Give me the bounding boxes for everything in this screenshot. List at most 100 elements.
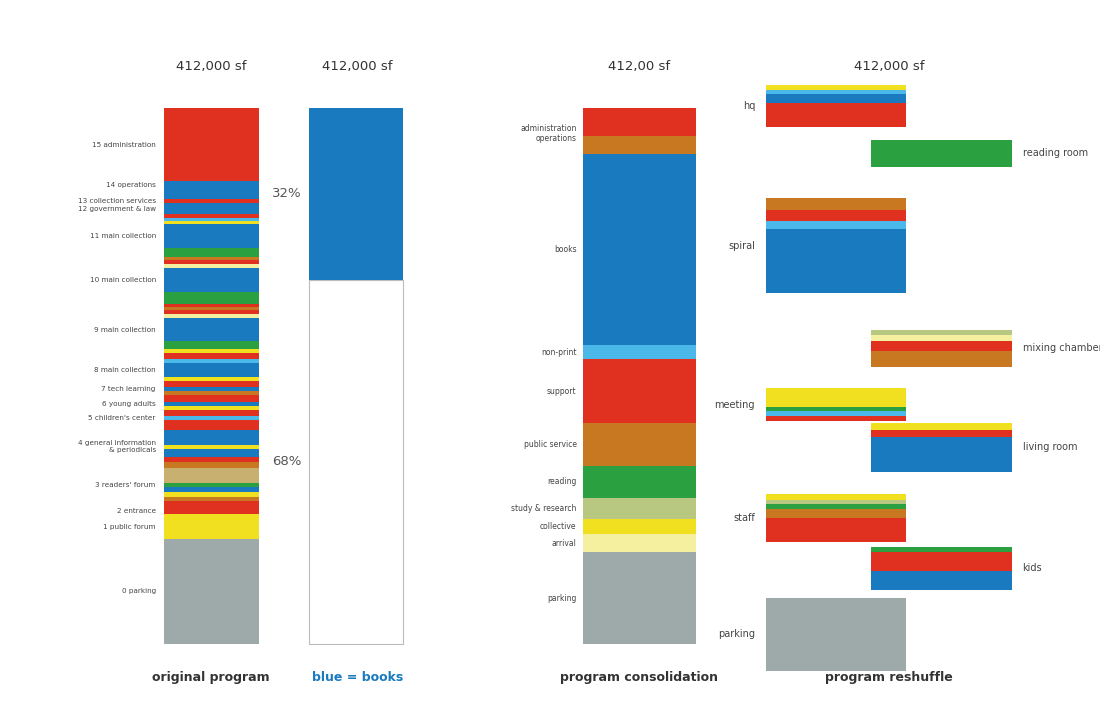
Bar [583, 423, 695, 465]
Text: meeting: meeting [715, 399, 755, 410]
Bar [164, 502, 258, 508]
Bar [164, 514, 258, 539]
Bar [766, 407, 906, 411]
Text: 3 readers' forum: 3 readers' forum [96, 482, 156, 488]
Text: 412,00 sf: 412,00 sf [608, 60, 670, 73]
Bar [164, 318, 258, 341]
Bar [583, 465, 695, 497]
Text: parking: parking [547, 594, 576, 602]
Text: 0 parking: 0 parking [121, 589, 156, 594]
Bar [164, 468, 258, 483]
Bar [766, 389, 906, 407]
Text: 7 tech learning: 7 tech learning [101, 386, 156, 392]
Bar [871, 571, 1012, 590]
Bar [583, 108, 695, 136]
Text: program reshuffle: program reshuffle [825, 671, 953, 684]
Text: books: books [554, 245, 576, 254]
Bar [766, 505, 906, 509]
Bar [164, 314, 258, 318]
Bar [871, 436, 1012, 472]
Text: blue = books: blue = books [312, 671, 403, 684]
Bar [871, 341, 1012, 351]
Text: 12 government & law: 12 government & law [78, 206, 156, 212]
Text: 1 public forum: 1 public forum [103, 523, 156, 529]
Bar [583, 345, 695, 360]
Bar [164, 395, 258, 402]
Text: original program: original program [153, 671, 270, 684]
Bar [583, 154, 695, 345]
Bar [871, 140, 1012, 167]
Bar [164, 444, 258, 449]
Bar [164, 264, 258, 268]
Bar [164, 218, 258, 221]
Bar [164, 304, 258, 307]
Text: 9 main collection: 9 main collection [95, 326, 156, 333]
Bar [164, 391, 258, 395]
Text: staff: staff [734, 513, 755, 523]
Bar [164, 249, 258, 257]
Bar [164, 268, 258, 292]
Bar [766, 229, 906, 293]
Text: 412,000 sf: 412,000 sf [854, 60, 924, 73]
Bar [766, 86, 906, 90]
Bar [164, 381, 258, 387]
Text: 8 main collection: 8 main collection [95, 367, 156, 373]
Text: 412,000 sf: 412,000 sf [322, 60, 393, 73]
Bar [164, 203, 258, 215]
Bar [766, 103, 906, 128]
Text: 11 main collection: 11 main collection [89, 233, 156, 239]
Bar [164, 483, 258, 486]
Text: 68%: 68% [273, 455, 301, 468]
Text: 2 entrance: 2 entrance [117, 508, 156, 514]
Bar [766, 90, 906, 94]
Bar [583, 519, 695, 534]
Text: support: support [547, 387, 576, 396]
Text: 15 administration: 15 administration [92, 141, 156, 148]
Bar [164, 310, 258, 314]
Text: administration
operations: administration operations [520, 125, 576, 143]
Bar [583, 136, 695, 154]
Bar [164, 181, 258, 189]
Bar [164, 307, 258, 310]
Bar [871, 335, 1012, 341]
Bar [164, 387, 258, 391]
Text: reading room: reading room [1023, 149, 1088, 159]
Bar [164, 449, 258, 457]
Text: collective: collective [540, 522, 576, 531]
Text: 6 young adults: 6 young adults [102, 401, 156, 407]
Bar [164, 430, 258, 444]
Text: living room: living room [1023, 442, 1077, 452]
Bar [766, 597, 906, 671]
Bar [583, 534, 695, 552]
Bar [164, 457, 258, 462]
Text: non-print: non-print [541, 348, 576, 357]
Bar [164, 341, 258, 349]
Bar [164, 462, 258, 468]
Text: mixing chamber: mixing chamber [1023, 343, 1100, 353]
Bar [164, 221, 258, 224]
Bar [766, 509, 906, 518]
Text: reading: reading [547, 477, 576, 486]
Text: spiral: spiral [728, 241, 755, 251]
Bar [164, 539, 258, 644]
Bar [164, 292, 258, 304]
Text: 13 collection services: 13 collection services [78, 198, 156, 204]
Bar [164, 406, 258, 410]
Bar [164, 486, 258, 492]
Bar [309, 280, 404, 644]
Text: 32%: 32% [272, 188, 301, 200]
Bar [766, 518, 906, 542]
Bar [871, 547, 1012, 552]
Bar [164, 349, 258, 353]
Text: public service: public service [524, 440, 576, 449]
Bar [164, 215, 258, 218]
Bar [164, 260, 258, 264]
Text: arrival: arrival [551, 539, 576, 547]
Text: 5 children's center: 5 children's center [88, 415, 156, 421]
Text: program consolidation: program consolidation [560, 671, 718, 684]
Text: 10 main collection: 10 main collection [89, 277, 156, 283]
Bar [164, 377, 258, 381]
Bar [164, 353, 258, 359]
Bar [871, 351, 1012, 367]
Bar [164, 416, 258, 420]
